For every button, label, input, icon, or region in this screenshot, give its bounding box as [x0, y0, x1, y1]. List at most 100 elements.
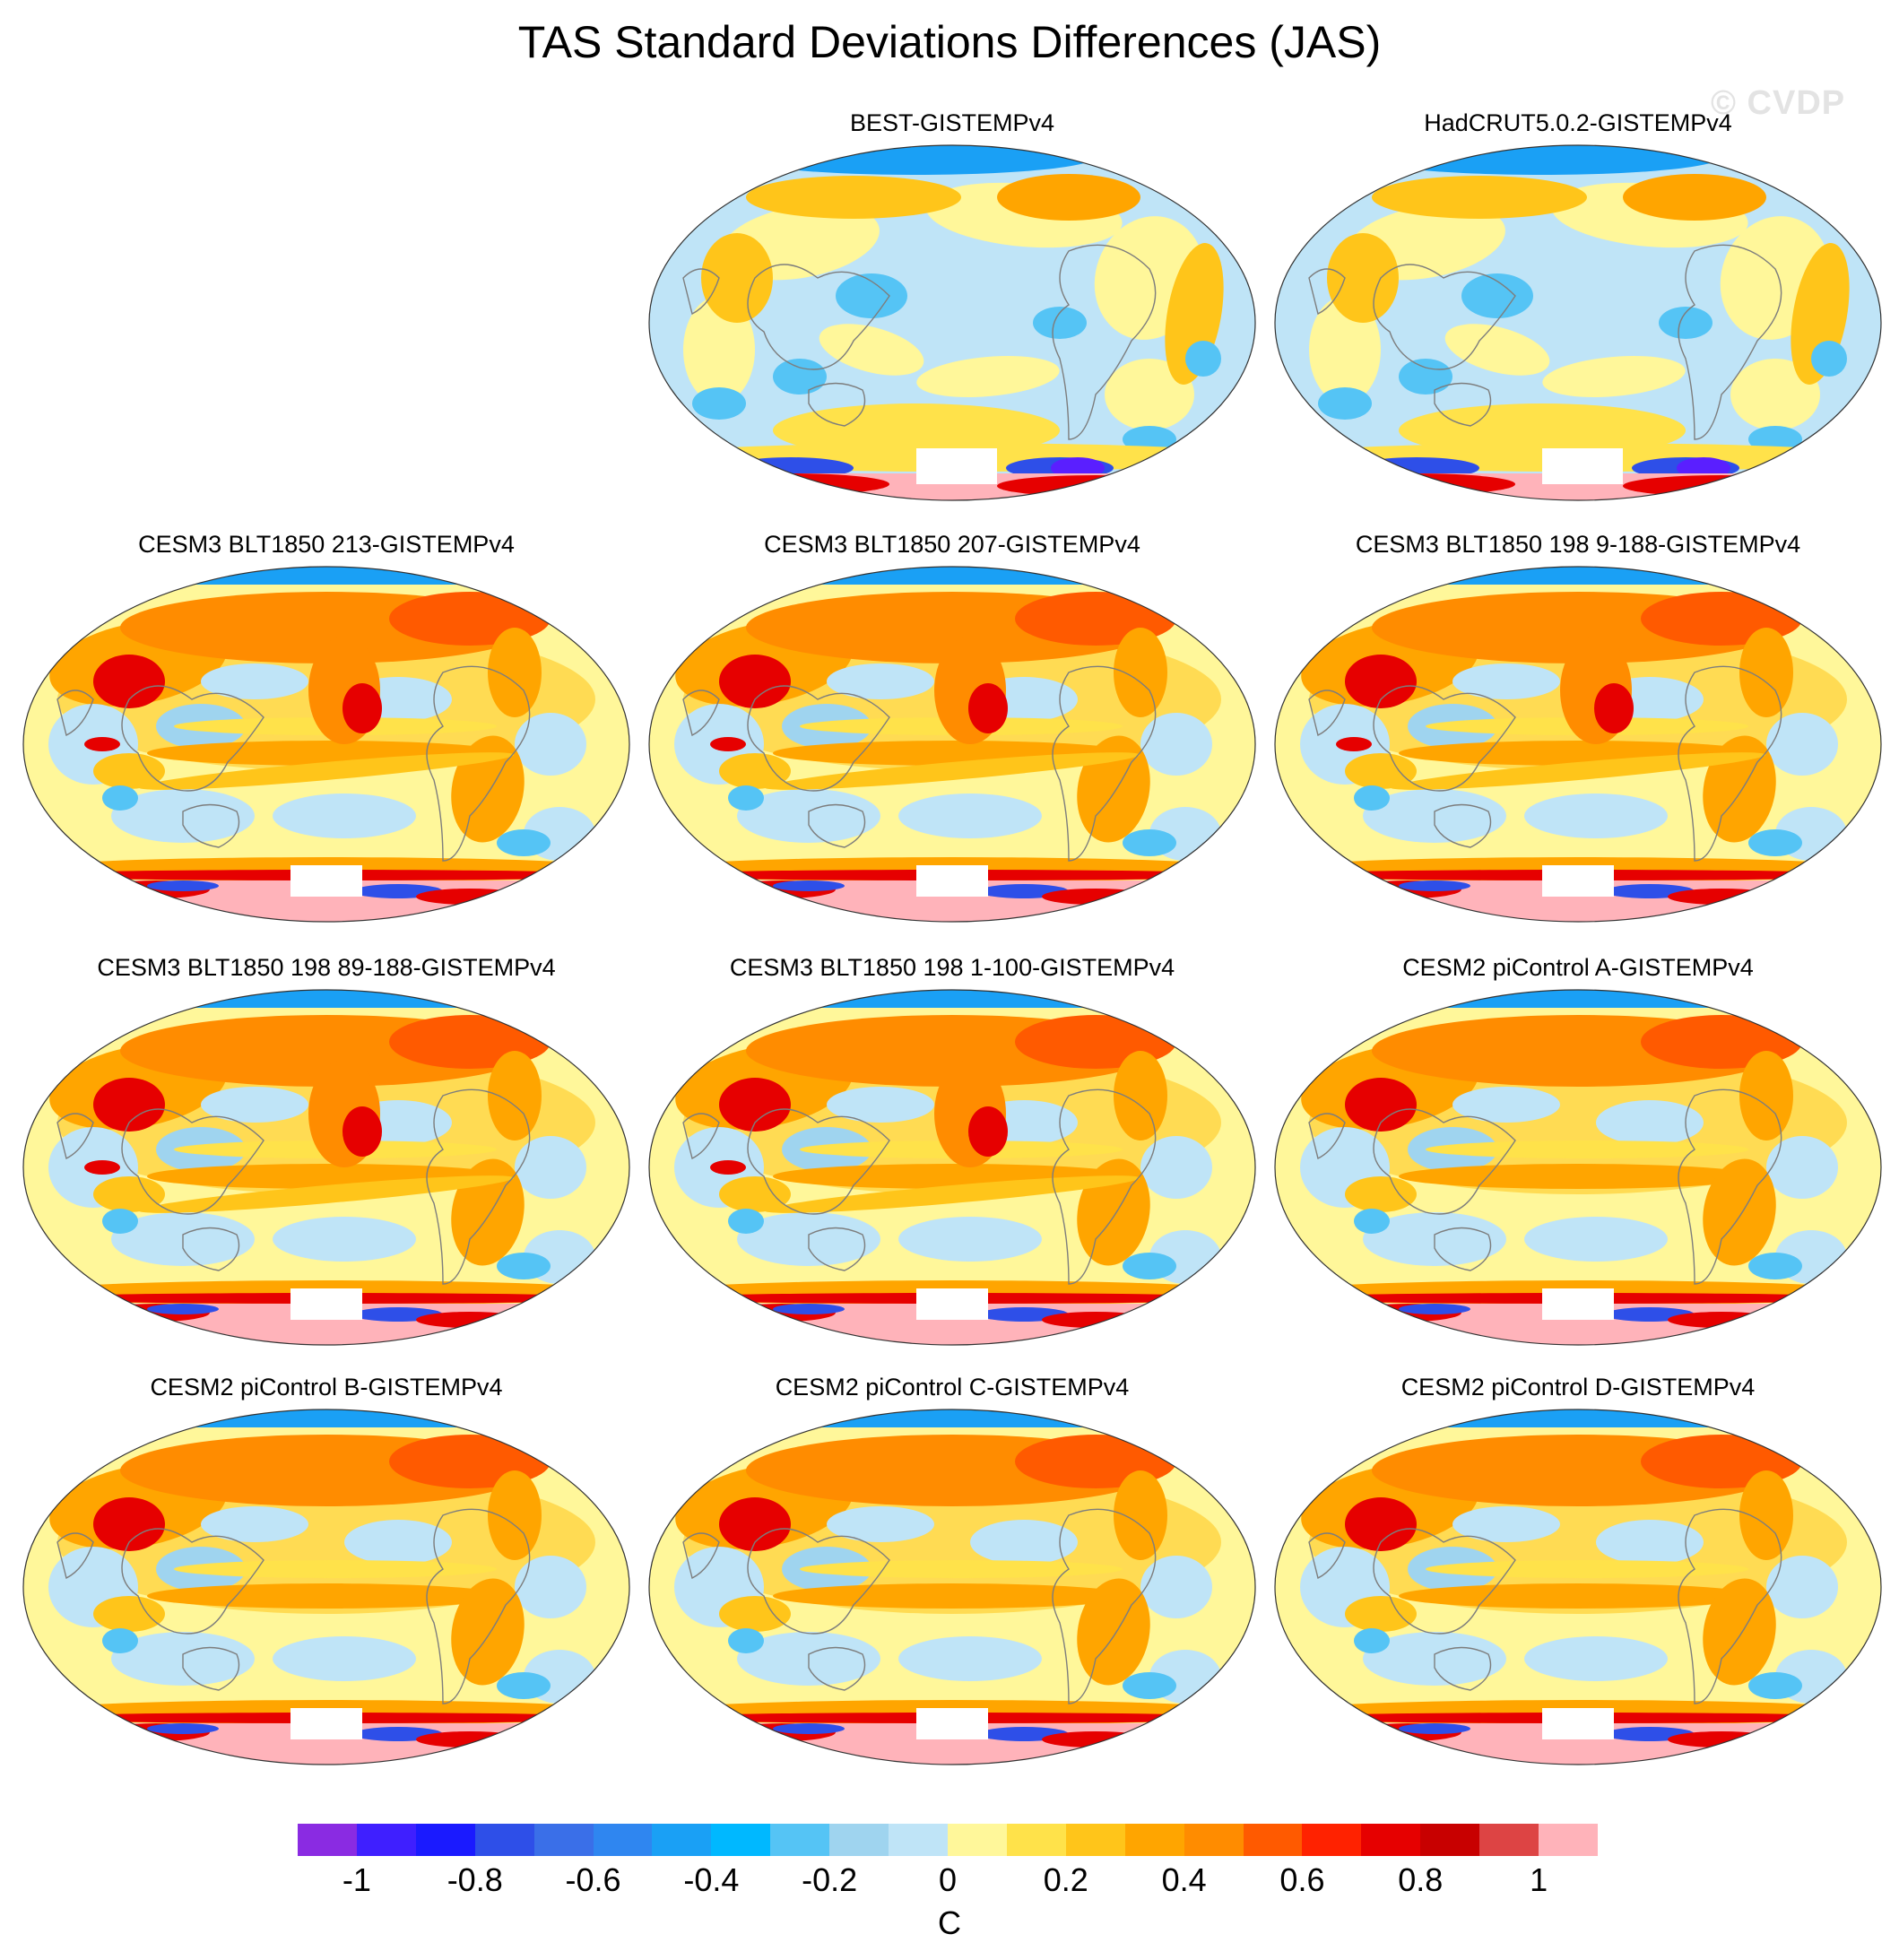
map-field: [649, 567, 1255, 922]
anomaly-patch: [201, 1506, 308, 1542]
panel-title: CESM3 BLT1850 213-GISTEMPv4: [138, 531, 515, 558]
panel-title: CESM2 piControl B-GISTEMPv4: [150, 1374, 503, 1401]
missing-data: [916, 865, 988, 897]
anomaly-patch: [968, 1106, 1008, 1157]
colorbar-box: [1539, 1824, 1598, 1856]
map-outline: [22, 989, 630, 1346]
anomaly-patch: [147, 880, 219, 891]
anomaly-patch: [273, 1217, 416, 1262]
anomaly-patch: [1748, 829, 1802, 856]
map-field: [23, 990, 629, 1345]
anomaly-patch: [1739, 628, 1793, 717]
anomaly-patch: [1345, 655, 1417, 708]
arctic-band: [649, 990, 1255, 1008]
coastlines: [1308, 1088, 1782, 1285]
anomaly-patch: [343, 1106, 382, 1157]
anomaly-patch: [1336, 737, 1372, 751]
colorbar-box: [1479, 1824, 1539, 1856]
missing-data: [1542, 1708, 1614, 1739]
map-outline: [22, 1409, 630, 1765]
anomaly-patch: [93, 753, 165, 789]
colorbar-box: [1184, 1824, 1244, 1856]
anomaly-patch: [1372, 176, 1587, 219]
anomaly-patch: [343, 683, 382, 733]
map-panel: CESM2 piControl C-GISTEMPv4: [638, 1374, 1266, 1795]
colorbar-box: [1420, 1824, 1480, 1856]
map-outline: [22, 566, 630, 923]
anomaly-patch: [1114, 628, 1167, 717]
map-outline: [648, 989, 1256, 1346]
arctic-band: [23, 567, 629, 585]
anomaly-patch: [701, 233, 773, 323]
anomaly-patch: [773, 1304, 845, 1314]
panel-title: CESM3 BLT1850 207-GISTEMPv4: [764, 531, 1140, 558]
map-field: [649, 145, 1255, 500]
colorbar-tick-label: 0: [938, 1861, 958, 1898]
anomaly-patch: [728, 785, 764, 811]
map-outline: [648, 566, 1256, 923]
map-panel: CESM2 piControl A-GISTEMPv4: [1264, 954, 1892, 1375]
anomaly-patch: [1748, 1672, 1802, 1699]
anomaly-patch: [827, 1506, 934, 1542]
map-outline: [1274, 1409, 1882, 1765]
anomaly-patch: [819, 324, 924, 376]
map-outline: [1274, 566, 1882, 923]
anomaly-patch: [773, 880, 845, 891]
map-panel: CESM3 BLT1850 198 1-100-GISTEMPv4: [638, 954, 1266, 1375]
anomaly-patch: [1524, 1217, 1668, 1262]
anomaly-patch: [515, 1556, 586, 1618]
anomaly-patch: [93, 1497, 165, 1551]
anomaly-patch: [1105, 359, 1194, 430]
anomaly-patch: [1659, 307, 1713, 339]
anomaly-patch: [1766, 1136, 1838, 1199]
missing-data: [916, 448, 997, 484]
anomaly-patch: [84, 1160, 120, 1175]
anomaly-patch: [93, 655, 165, 708]
anomaly-patch: [764, 752, 1140, 790]
anomaly-patch: [1399, 1723, 1470, 1734]
anomaly-patch: [773, 1583, 1132, 1609]
anomaly-patch: [773, 1723, 845, 1734]
anomaly-patch: [1042, 889, 1149, 905]
anomaly-patch: [1327, 233, 1399, 323]
map-panel: CESM3 BLT1850 207-GISTEMPv4: [638, 531, 1266, 952]
colorbar-tick-label: -1: [342, 1861, 371, 1898]
map-outline: [1274, 144, 1882, 501]
colorbar-box: [298, 1824, 357, 1856]
panel-title: BEST-GISTEMPv4: [849, 109, 1055, 136]
world-map: [22, 1409, 630, 1765]
colorbar-box: [829, 1824, 889, 1856]
anomaly-patch: [138, 752, 515, 790]
world-map: [22, 566, 630, 923]
colorbar-box: [1006, 1824, 1066, 1856]
arctic-band: [1275, 567, 1881, 585]
colorbar-box: [652, 1824, 712, 1856]
anomaly-patch: [273, 794, 416, 838]
anomaly-patch: [344, 1520, 452, 1565]
colorbar-labels: -1 -0.8 -0.6 -0.4 -0.2 0 0.2 0.4 0.6 0.8 1: [0, 1861, 1899, 1906]
anomaly-patch: [997, 174, 1140, 221]
anomaly-patch: [764, 1175, 1140, 1213]
anomaly-patch: [1452, 663, 1560, 699]
anomaly-patch: [1345, 1596, 1417, 1632]
map-panel: CESM3 BLT1850 198 9-188-GISTEMPv4: [1264, 531, 1892, 952]
map-field: [1275, 990, 1881, 1345]
anomaly-patch: [1140, 1556, 1212, 1618]
colorbar-tick-label: 0.4: [1161, 1861, 1207, 1898]
colorbar-box: [1302, 1824, 1362, 1856]
anomaly-patch: [1596, 1100, 1704, 1145]
colorbar-unit: C: [938, 1904, 961, 1941]
panel-title: CESM2 piControl A-GISTEMPv4: [1402, 954, 1754, 981]
anomaly-patch: [800, 1560, 1123, 1578]
anomaly-patch: [93, 1078, 165, 1132]
anomaly-patch: [1123, 1253, 1176, 1279]
colorbar-box: [947, 1824, 1007, 1856]
anomaly-patch: [497, 1672, 551, 1699]
map-field: [649, 990, 1255, 1345]
anomaly-patch: [719, 1078, 791, 1132]
missing-data: [1542, 448, 1623, 484]
arctic-band: [649, 1409, 1255, 1427]
world-map: [1274, 989, 1882, 1346]
anomaly-patch: [201, 1087, 308, 1123]
anomaly-patch: [147, 1583, 506, 1609]
